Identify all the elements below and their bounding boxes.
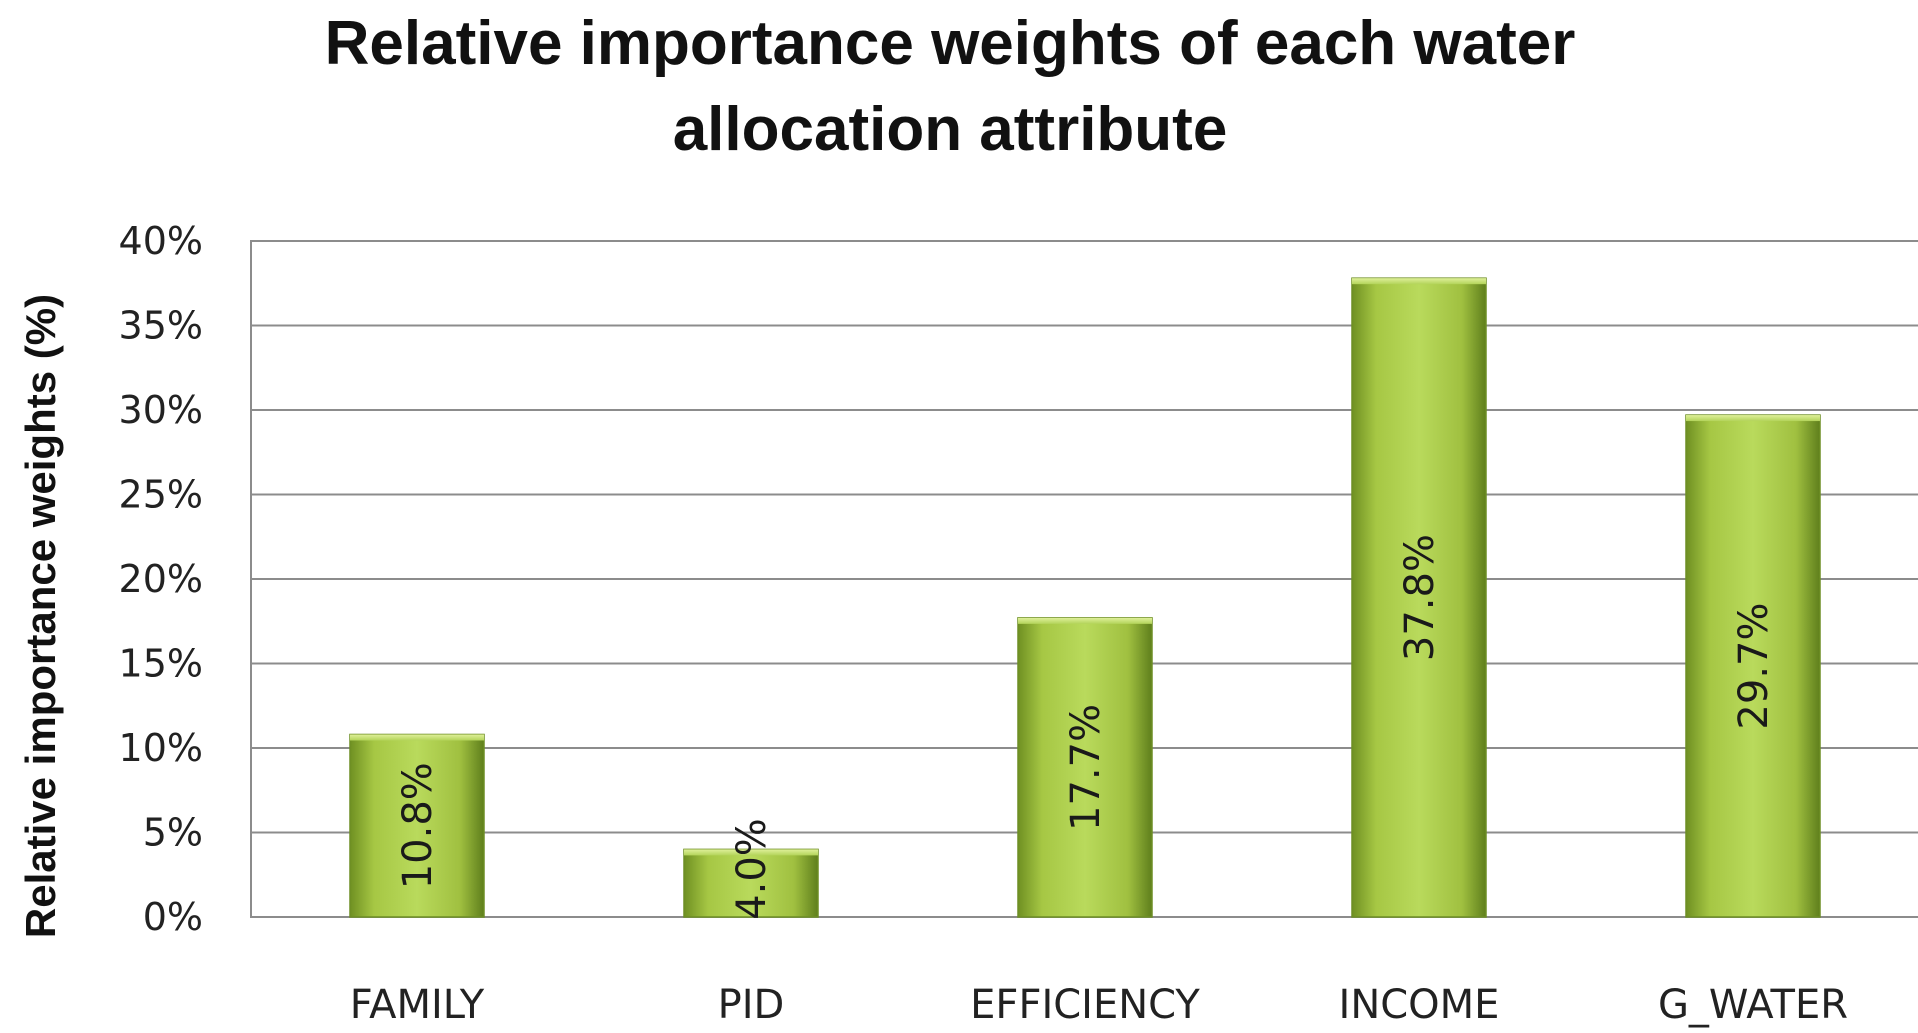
y-tick-label-40: 40% [119,219,203,263]
x-category-label-family: FAMILY [350,982,485,1028]
bar-group-efficiency [1017,617,1153,918]
data-label-family: 10.8% [395,762,441,889]
bar-group-g-water [1685,414,1821,918]
data-label-g-water: 29.7% [1731,602,1777,729]
chart-title-line-1: Relative importance weights of each wate… [325,9,1576,78]
x-category-label-efficiency: EFFICIENCY [970,982,1200,1028]
y-axis-label: Relative importance weights (%) [17,294,64,938]
bar-income [1351,277,1487,918]
x-category-label-pid: PID [718,982,785,1028]
data-label-income: 37.8% [1397,534,1443,661]
bar-group-income [1351,277,1487,918]
y-tick-label-5: 5% [143,811,203,855]
x-category-label-income: INCOME [1339,982,1500,1028]
bar-top-g-water [1686,415,1820,422]
x-category-label-g-water: G_WATER [1658,982,1848,1028]
bars: 10.8% 4.0% 17.7% 37.8% 29.7% [349,277,1821,920]
bar-g-water [1685,414,1821,918]
y-tick-label-30: 30% [119,388,203,432]
x-axis-categories: FAMILY PID EFFICIENCY INCOME G_WATER [350,982,1848,1028]
y-tick-label-15: 15% [119,642,203,686]
data-label-efficiency: 17.7% [1063,704,1109,831]
bar-top-income [1352,278,1486,285]
bar-efficiency [1017,617,1153,918]
bar-top-family [350,734,484,741]
bar-top-pid [684,849,818,856]
bar-pid [683,848,819,918]
chart-title: Relative importance weights of each wate… [325,9,1576,164]
bar-top-efficiency [1018,617,1152,624]
data-label-pid: 4.0% [729,818,775,920]
bar-group-pid [683,848,819,918]
chart-title-line-2: allocation attribute [673,95,1228,164]
y-tick-label-25: 25% [119,473,203,517]
bar-group-family [349,733,485,918]
y-tick-label-20: 20% [119,557,203,601]
y-axis-ticks: 0% 5% 10% 15% 20% 25% 30% 35% 40% [119,219,203,939]
y-tick-label-10: 10% [119,726,203,770]
y-tick-label-35: 35% [119,304,203,348]
y-tick-label-0: 0% [143,895,203,939]
